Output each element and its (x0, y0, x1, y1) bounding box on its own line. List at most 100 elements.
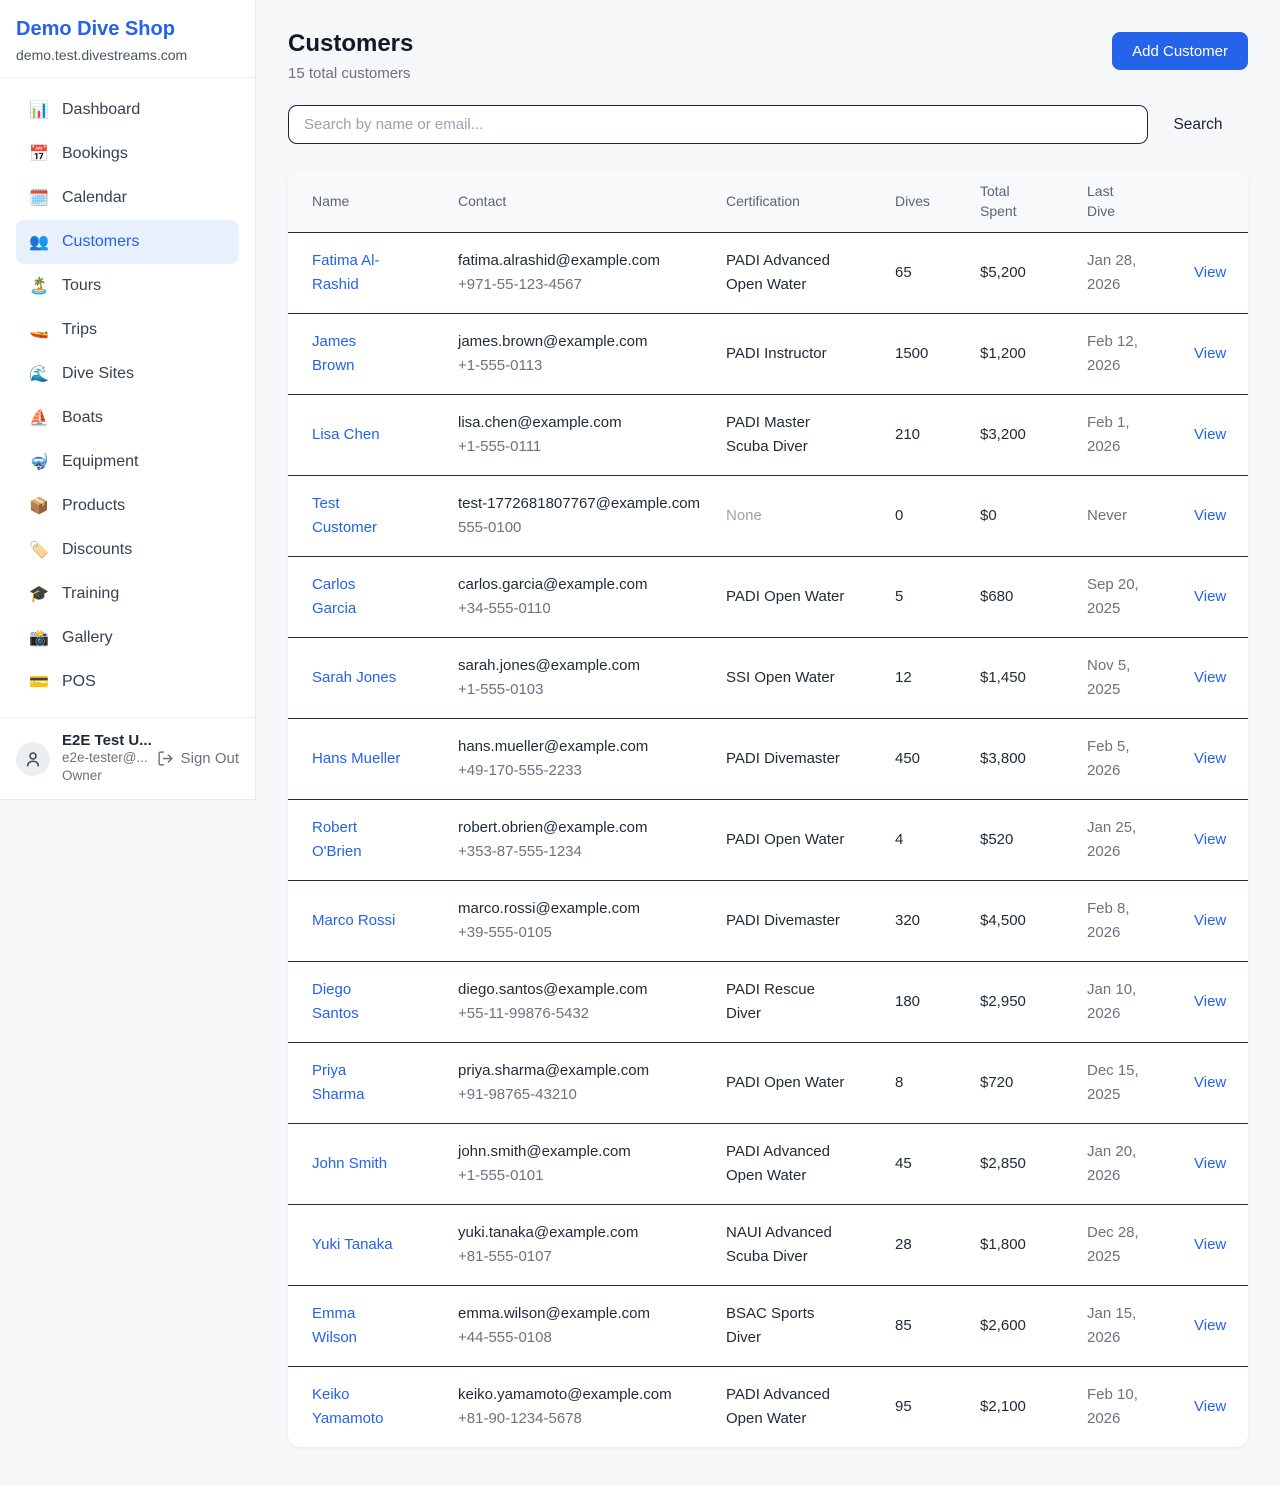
sidebar-item-products[interactable]: 📦 Products (16, 484, 239, 528)
customer-name-link[interactable]: James Brown (312, 333, 357, 374)
table-row: Diego Santos diego.santos@example.com +5… (288, 961, 1248, 1043)
customer-name-link[interactable]: Marco Rossi (312, 912, 396, 929)
customer-certification: PADI Advanced Open Water (726, 1123, 895, 1205)
calendar-icon: 📅 (29, 146, 49, 163)
view-link[interactable]: View (1194, 669, 1227, 686)
customer-phone: +1-555-0103 (458, 681, 544, 698)
customer-phone: +1-555-0111 (458, 438, 542, 455)
sidebar-item-dive-sites[interactable]: 🌊 Dive Sites (16, 352, 239, 396)
customer-name-link[interactable]: Test Customer (312, 495, 378, 536)
customer-total-spent: $2,850 (980, 1123, 1087, 1205)
customer-phone: +1-555-0113 (458, 357, 543, 374)
sign-out-button[interactable]: Sign Out (157, 750, 239, 767)
sidebar-item-bookings[interactable]: 📅 Bookings (16, 132, 239, 176)
customer-email: yuki.tanaka@example.com (458, 1224, 639, 1241)
sidebar-item-gallery[interactable]: 📸 Gallery (16, 616, 239, 660)
customer-name-link[interactable]: Robert O'Brien (312, 819, 362, 860)
customer-name-link[interactable]: Sarah Jones (312, 669, 397, 686)
sidebar-item-training[interactable]: 🎓 Training (16, 572, 239, 616)
people-icon: 👥 (29, 234, 49, 251)
view-link[interactable]: View (1194, 426, 1227, 443)
customer-total-spent: $680 (980, 556, 1087, 638)
island-icon: 🏝️ (29, 278, 49, 295)
customer-name-link[interactable]: Priya Sharma (312, 1062, 365, 1103)
customer-phone: +55-11-99876-5432 (458, 1005, 590, 1022)
search-button[interactable]: Search (1148, 116, 1248, 134)
customer-name-link[interactable]: John Smith (312, 1155, 388, 1172)
view-link[interactable]: View (1194, 1317, 1227, 1334)
customer-dives: 320 (895, 880, 980, 962)
view-link[interactable]: View (1194, 912, 1227, 929)
view-link[interactable]: View (1194, 264, 1227, 281)
column-header-last-dive: Last Dive (1087, 170, 1180, 233)
table-row: John Smith john.smith@example.com +1-555… (288, 1123, 1248, 1205)
customer-phone: +34-555-0110 (458, 600, 551, 617)
view-link[interactable]: View (1194, 1155, 1227, 1172)
customer-phone: +91-98765-43210 (458, 1086, 577, 1103)
view-link[interactable]: View (1194, 507, 1227, 524)
sidebar-item-calendar[interactable]: 🗓️ Calendar (16, 176, 239, 220)
customer-email: emma.wilson@example.com (458, 1305, 650, 1322)
customer-dives: 8 (895, 1042, 980, 1124)
customer-name-link[interactable]: Lisa Chen (312, 426, 380, 443)
column-header-total-spent: Total Spent (980, 170, 1087, 233)
customer-total-spent: $520 (980, 799, 1087, 881)
customer-email: carlos.garcia@example.com (458, 576, 648, 593)
sidebar-item-customers[interactable]: 👥 Customers (16, 220, 239, 264)
customer-total-spent: $2,950 (980, 961, 1087, 1043)
customer-name-link[interactable]: Fatima Al-Rashid (312, 252, 380, 293)
customer-certification: NAUI Advanced Scuba Diver (726, 1204, 895, 1286)
view-link[interactable]: View (1194, 831, 1227, 848)
customer-dives: 4 (895, 799, 980, 881)
sidebar-item-equipment[interactable]: 🤿 Equipment (16, 440, 239, 484)
sidebar-item-dashboard[interactable]: 📊 Dashboard (16, 88, 239, 132)
sidebar-user: E2E Test U... e2e-tester@... Owner Sign … (0, 717, 255, 799)
customer-certification: PADI Divemaster (726, 718, 895, 800)
customer-name-link[interactable]: Keiko Yamamoto (312, 1386, 384, 1427)
customer-certification: SSI Open Water (726, 637, 895, 719)
page-title: Customers (288, 30, 414, 57)
speedboat-icon: 🚤 (29, 322, 49, 339)
sidebar-item-discounts[interactable]: 🏷️ Discounts (16, 528, 239, 572)
sidebar-nav: 📊 Dashboard 📅 Bookings 🗓️ Calendar 👥 Cus… (0, 78, 255, 717)
sidebar-item-label: Discounts (62, 541, 133, 558)
customer-total-spent: $3,800 (980, 718, 1087, 800)
package-icon: 📦 (29, 498, 49, 515)
table-row: Hans Mueller hans.mueller@example.com +4… (288, 718, 1248, 800)
search-bar: Search (288, 105, 1248, 144)
customer-phone: 555-0100 (458, 519, 522, 536)
customer-certification: PADI Open Water (726, 1042, 895, 1124)
view-link[interactable]: View (1194, 1074, 1227, 1091)
column-header-dives: Dives (895, 170, 980, 233)
view-link[interactable]: View (1194, 1398, 1227, 1415)
sidebar-item-label: Trips (62, 321, 97, 338)
customer-phone: +971-55-123-4567 (458, 276, 582, 293)
sidebar-item-tours[interactable]: 🏝️ Tours (16, 264, 239, 308)
customer-name-link[interactable]: Yuki Tanaka (312, 1236, 393, 1253)
customer-email: hans.mueller@example.com (458, 738, 649, 755)
view-link[interactable]: View (1194, 750, 1227, 767)
sidebar-item-label: Calendar (62, 189, 127, 206)
sidebar-item-pos[interactable]: 💳 POS (16, 660, 239, 704)
sidebar-item-boats[interactable]: ⛵ Boats (16, 396, 239, 440)
diving-mask-icon: 🤿 (29, 454, 49, 471)
graduation-cap-icon: 🎓 (29, 586, 49, 603)
view-link[interactable]: View (1194, 1236, 1227, 1253)
customer-name-link[interactable]: Carlos Garcia (312, 576, 357, 617)
sidebar-item-label: Dive Sites (62, 365, 135, 382)
customer-name-link[interactable]: Hans Mueller (312, 750, 401, 767)
search-input[interactable] (288, 105, 1148, 144)
sidebar-item-trips[interactable]: 🚤 Trips (16, 308, 239, 352)
customer-email: diego.santos@example.com (458, 981, 648, 998)
view-link[interactable]: View (1194, 588, 1227, 605)
table-row: Carlos Garcia carlos.garcia@example.com … (288, 556, 1248, 638)
customer-email: priya.sharma@example.com (458, 1062, 650, 1079)
view-link[interactable]: View (1194, 993, 1227, 1010)
customer-last-dive: Feb 12, 2026 (1087, 313, 1180, 395)
add-customer-button[interactable]: Add Customer (1112, 32, 1248, 70)
table-row: Priya Sharma priya.sharma@example.com +9… (288, 1042, 1248, 1124)
view-link[interactable]: View (1194, 345, 1227, 362)
customer-name-link[interactable]: Diego Santos (312, 981, 359, 1022)
customer-total-spent: $2,600 (980, 1285, 1087, 1367)
customer-name-link[interactable]: Emma Wilson (312, 1305, 358, 1346)
